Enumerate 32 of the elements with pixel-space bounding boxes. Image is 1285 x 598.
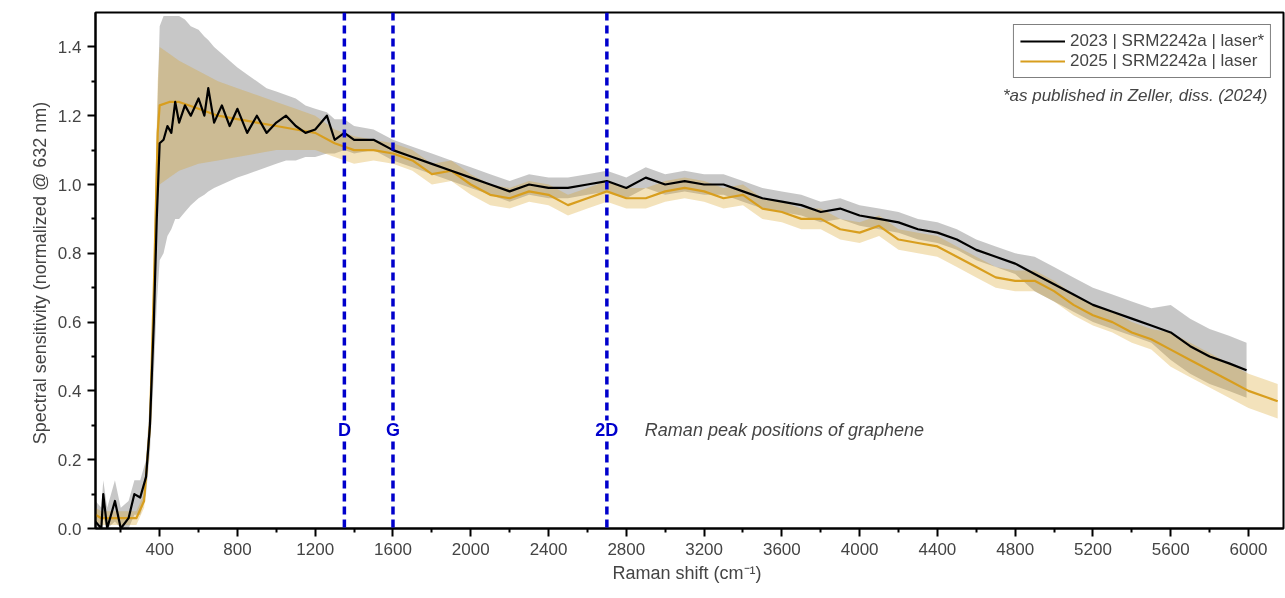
x-tick-label: 4400 [918, 539, 957, 559]
x-tick-label: 1600 [374, 539, 412, 559]
x-axis-title: Raman shift (cm⁻¹) [612, 562, 762, 583]
x-tick-label: 1200 [296, 539, 335, 559]
x-tick-label: 2400 [529, 539, 568, 559]
y-tick-label: 0.8 [57, 244, 82, 264]
ref-line-label: D [337, 420, 351, 441]
y-tick-label: 1.4 [57, 37, 82, 57]
y-tick-label: 0.2 [57, 450, 82, 470]
x-tick-label: 3600 [762, 539, 801, 559]
legend-label: 2025 | SRM2242a | laser [1069, 51, 1258, 71]
x-tick-label: 5600 [1151, 539, 1190, 559]
x-tick-label: 5200 [1074, 539, 1112, 559]
x-tick-label: 2800 [607, 539, 646, 559]
x-tick-label: 2000 [451, 539, 490, 559]
y-tick-label: 0.6 [57, 313, 82, 333]
annotation: *as published in Zeller, diss. (2024) [1002, 85, 1268, 105]
x-tick-label: 3200 [685, 539, 723, 559]
ref-line-label: 2D [595, 420, 619, 441]
y-axis-title: Spectral sensitivity (normalized @ 632 nm) [29, 101, 50, 445]
annotation: Raman peak positions of graphene [644, 420, 925, 441]
ref-line-label: G [385, 420, 400, 441]
y-tick-label: 0.0 [57, 519, 82, 539]
y-tick-label: 1.2 [57, 106, 82, 126]
x-tick-label: 400 [145, 539, 174, 559]
x-tick-label: 4800 [996, 539, 1035, 559]
x-tick-label: 6000 [1229, 539, 1268, 559]
x-tick-label: 4000 [840, 539, 879, 559]
y-tick-label: 1.0 [57, 175, 82, 195]
x-tick-label: 800 [223, 539, 252, 559]
y-tick-label: 0.4 [57, 381, 82, 401]
legend-label: 2023 | SRM2242a | laser* [1069, 31, 1264, 51]
